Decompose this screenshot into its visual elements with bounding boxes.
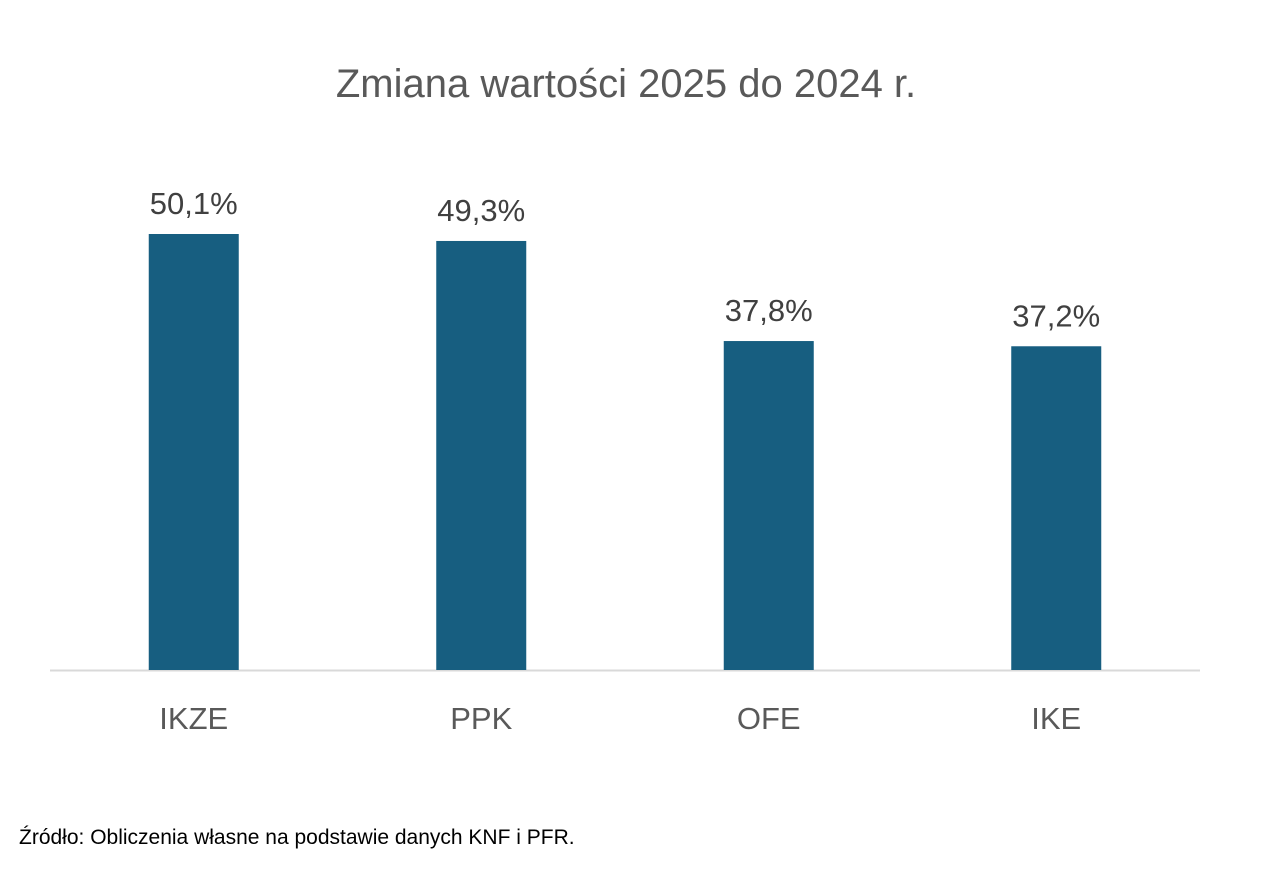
data-label-ppk: 49,3% <box>437 193 525 228</box>
category-label-ofe: OFE <box>737 701 801 736</box>
category-label-ppk: PPK <box>450 701 512 736</box>
data-label-ofe: 37,8% <box>725 293 813 328</box>
chart-title: Zmiana wartości 2025 do 2024 r. <box>335 62 917 106</box>
bar-ikze <box>148 234 239 670</box>
data-label-ike: 37,2% <box>1012 298 1100 333</box>
bar-ike <box>1011 346 1102 670</box>
category-label-ike: IKE <box>1031 701 1081 736</box>
category-label-ikze: IKZE <box>159 701 228 736</box>
data-label-ikze: 50,1% <box>150 186 238 221</box>
bar-ofe <box>723 341 814 670</box>
source-note: Źródło: Obliczenia własne na podstawie d… <box>19 826 575 849</box>
bar-ppk <box>436 240 527 670</box>
